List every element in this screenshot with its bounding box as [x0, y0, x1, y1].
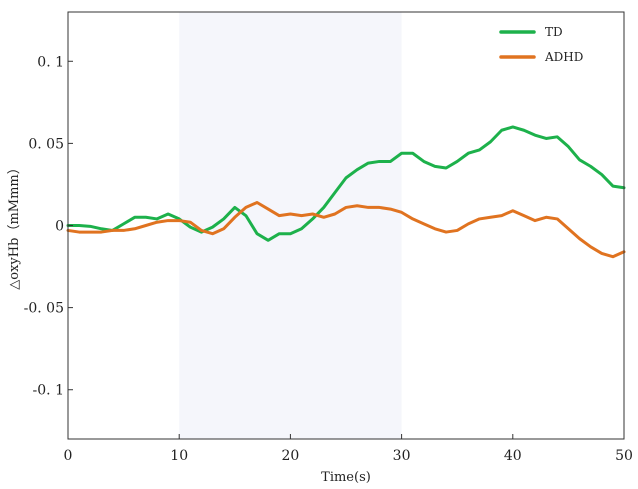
series-layer [66, 125, 626, 259]
series-line-adhd [66, 201, 626, 259]
x-tick-label: 10 [170, 448, 188, 464]
x-tick-label: 30 [393, 448, 411, 464]
legend: TD ADHD [499, 25, 583, 64]
y-tick-label: 0 [55, 219, 64, 235]
legend-label-td: TD [545, 25, 563, 39]
y-tick-label: 0. 1 [37, 54, 64, 70]
x-axis-ticks: 0 10 20 30 40 50 [64, 434, 633, 464]
y-tick-label: -0. 1 [33, 383, 64, 399]
x-tick-label: 40 [504, 448, 522, 464]
x-tick-label: 0 [64, 448, 73, 464]
x-tick-label: 20 [281, 448, 299, 464]
y-axis-label: △oxyHb（mMmm） [7, 161, 22, 289]
x-axis-label: Time(s) [321, 470, 371, 485]
y-axis-ticks: 0. 1 0. 05 0 -0. 05 -0. 1 [24, 54, 73, 399]
legend-label-adhd: ADHD [544, 50, 583, 64]
y-tick-label: -0. 05 [24, 301, 64, 317]
x-tick-label: 50 [615, 448, 633, 464]
y-tick-label: 0. 05 [28, 136, 64, 152]
series-line-td [66, 125, 626, 242]
